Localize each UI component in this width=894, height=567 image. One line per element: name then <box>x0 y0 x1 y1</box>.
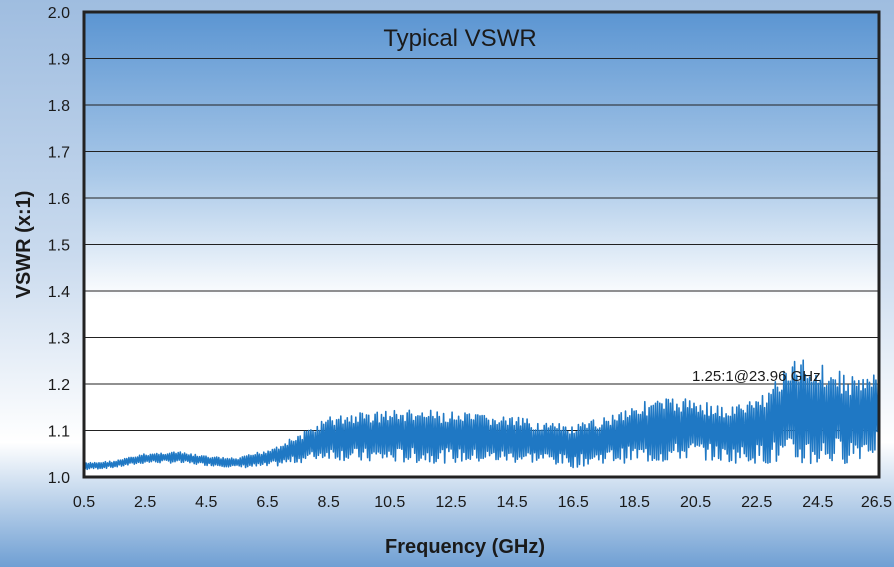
y-tick-label: 1.3 <box>48 331 70 348</box>
y-tick-label: 1.2 <box>48 377 70 394</box>
peak-annotation: 1.25:1@23.96 GHz <box>692 368 821 385</box>
x-tick-label: 4.5 <box>195 494 217 511</box>
y-tick-label: 1.7 <box>48 145 70 162</box>
vswr-trace-line <box>83 359 879 471</box>
x-tick-label: 6.5 <box>256 494 278 511</box>
chart-title: Typical VSWR <box>383 25 536 52</box>
x-tick-label: 16.5 <box>558 494 589 511</box>
y-axis-ticks: 1.0 1.1 1.2 1.3 1.4 1.5 1.6 1.7 1.8 1.9 2.0 <box>48 5 70 487</box>
x-axis-title: Frequency (GHz) <box>385 536 545 558</box>
plot-border <box>82 10 881 479</box>
y-axis-title: VSWR (x:1) <box>13 191 35 299</box>
x-tick-label: 22.5 <box>741 494 772 511</box>
x-tick-label: 26.5 <box>861 494 892 511</box>
x-tick-label: 2.5 <box>134 494 156 511</box>
x-tick-label: 0.5 <box>73 494 95 511</box>
x-axis-ticks: 0.5 2.5 4.5 6.5 8.5 10.5 12.5 14.5 16.5 18.5 20.5 2… <box>73 494 892 511</box>
x-tick-label: 12.5 <box>435 494 466 511</box>
x-tick-label: 24.5 <box>802 494 833 511</box>
y-tick-label: 1.5 <box>48 238 70 255</box>
y-tick-label: 1.9 <box>48 52 70 69</box>
grid <box>84 58 879 431</box>
x-tick-label: 20.5 <box>680 494 711 511</box>
series-trace <box>83 359 879 471</box>
x-tick-label: 14.5 <box>497 494 528 511</box>
x-tick-label: 8.5 <box>317 494 339 511</box>
x-tick-label: 18.5 <box>619 494 650 511</box>
y-tick-label: 1.8 <box>48 98 70 115</box>
y-tick-label: 1.0 <box>48 470 70 487</box>
y-tick-label: 1.1 <box>48 424 70 441</box>
x-tick-label: 10.5 <box>374 494 405 511</box>
y-tick-label: 2.0 <box>48 5 70 22</box>
y-tick-label: 1.4 <box>48 284 70 301</box>
y-tick-label: 1.6 <box>48 191 70 208</box>
